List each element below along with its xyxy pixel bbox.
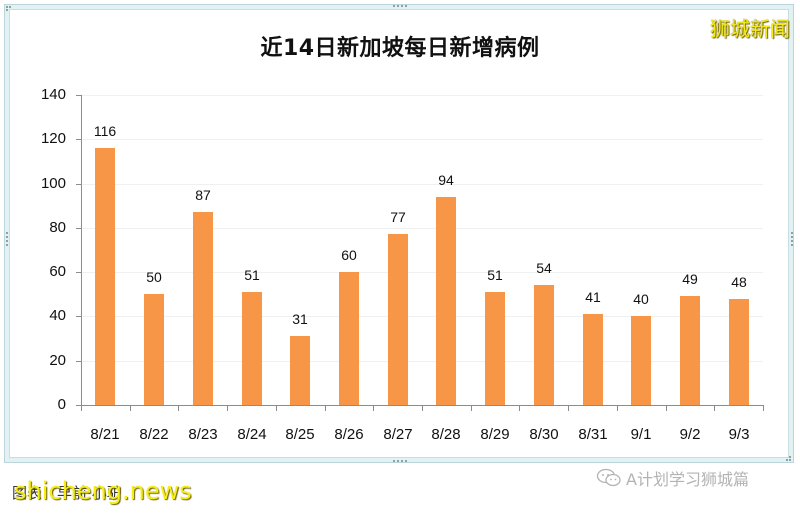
x-tick — [471, 405, 472, 411]
x-tick-label: 8/29 — [480, 426, 510, 443]
x-tick — [276, 405, 277, 411]
y-tick-label: 100 — [40, 175, 66, 192]
x-tick-label: 8/26 — [334, 426, 364, 443]
bar — [339, 272, 359, 405]
x-tick-label: 8/25 — [285, 426, 315, 443]
resize-handle-top[interactable] — [393, 5, 407, 7]
x-tick-label: 9/2 — [679, 426, 701, 443]
bar-value-label: 31 — [292, 311, 308, 327]
bar — [436, 197, 456, 405]
resize-handle-bottom[interactable] — [393, 460, 407, 462]
y-tick — [76, 228, 81, 229]
y-tick — [76, 316, 81, 317]
gridline — [81, 361, 763, 362]
bar — [485, 292, 505, 405]
x-tick — [422, 405, 423, 411]
x-tick — [666, 405, 667, 411]
bar-value-label: 77 — [390, 209, 406, 225]
wechat-icon — [596, 468, 621, 487]
bar — [680, 296, 700, 405]
x-tick — [763, 405, 764, 411]
x-tick-label: 8/24 — [237, 426, 267, 443]
x-tick-label: 8/30 — [529, 426, 559, 443]
resize-handle-left[interactable] — [6, 232, 8, 246]
resize-handle-top-left[interactable] — [6, 6, 12, 12]
x-tick-label: 8/22 — [139, 426, 169, 443]
gridline — [81, 139, 763, 140]
wechat-account-mark: A计划学习狮城篇 — [596, 466, 749, 490]
x-tick — [81, 405, 82, 411]
x-tick — [373, 405, 374, 411]
bar — [95, 148, 115, 405]
y-tick-label: 0 — [57, 396, 66, 413]
x-tick-label: 9/3 — [728, 426, 750, 443]
x-tick-label: 8/27 — [383, 426, 413, 443]
y-tick-label: 20 — [49, 352, 66, 369]
gridline — [81, 316, 763, 317]
x-tick — [178, 405, 179, 411]
resize-handle-right[interactable] — [791, 232, 793, 246]
bar — [631, 316, 651, 405]
wechat-account-name: A计划学习狮城篇 — [626, 470, 749, 489]
chart-source: 图表：早前·小驴 — [12, 484, 122, 502]
y-tick — [76, 184, 81, 185]
bar-value-label: 50 — [146, 269, 162, 285]
bar-value-label: 54 — [536, 260, 552, 276]
bar — [242, 292, 262, 405]
brand-watermark: 狮城新闻 — [710, 17, 790, 41]
y-axis-line — [81, 95, 82, 406]
x-tick-label: 8/31 — [578, 426, 608, 443]
resize-handle-bottom-right[interactable] — [786, 456, 792, 462]
x-tick — [325, 405, 326, 411]
bar-value-label: 40 — [633, 291, 649, 307]
bar-value-label: 116 — [93, 123, 117, 139]
x-tick-label: 8/28 — [431, 426, 461, 443]
bar — [193, 212, 213, 405]
x-tick — [617, 405, 618, 411]
bar-value-label: 94 — [438, 172, 454, 188]
y-tick-label: 140 — [40, 86, 66, 103]
bar — [583, 314, 603, 405]
gridline — [81, 184, 763, 185]
bar-value-label: 49 — [682, 271, 698, 287]
bar — [388, 234, 408, 405]
bar — [534, 285, 554, 405]
bar-value-label: 51 — [487, 267, 503, 283]
x-tick-label: 8/23 — [188, 426, 218, 443]
y-tick-label: 40 — [49, 307, 66, 324]
gridline — [81, 272, 763, 273]
y-tick — [76, 272, 81, 273]
bar-value-label: 87 — [195, 187, 211, 203]
y-tick — [76, 139, 81, 140]
x-tick-label: 9/1 — [630, 426, 652, 443]
chart-frame-inner — [9, 9, 789, 458]
x-tick — [130, 405, 131, 411]
bar-value-label: 51 — [244, 267, 260, 283]
gridline — [81, 228, 763, 229]
site-watermark: shicheng.news — [14, 477, 192, 505]
bar-value-label: 48 — [731, 274, 747, 290]
chart-frame[interactable] — [4, 4, 794, 463]
y-tick — [76, 361, 81, 362]
y-tick-label: 60 — [49, 263, 66, 280]
chart-title: 近14日新加坡每日新增病例 — [260, 36, 540, 61]
y-tick-label: 120 — [40, 130, 66, 147]
bar — [729, 299, 749, 405]
gridline — [81, 95, 763, 96]
x-tick — [519, 405, 520, 411]
y-tick-label: 80 — [49, 219, 66, 236]
x-tick — [568, 405, 569, 411]
bar — [290, 336, 310, 405]
bar-value-label: 41 — [585, 289, 601, 305]
bar-value-label: 60 — [341, 247, 357, 263]
x-tick — [714, 405, 715, 411]
x-tick-label: 8/21 — [90, 426, 120, 443]
x-tick — [227, 405, 228, 411]
bar — [144, 294, 164, 405]
y-tick — [76, 405, 81, 406]
y-tick — [76, 95, 81, 96]
